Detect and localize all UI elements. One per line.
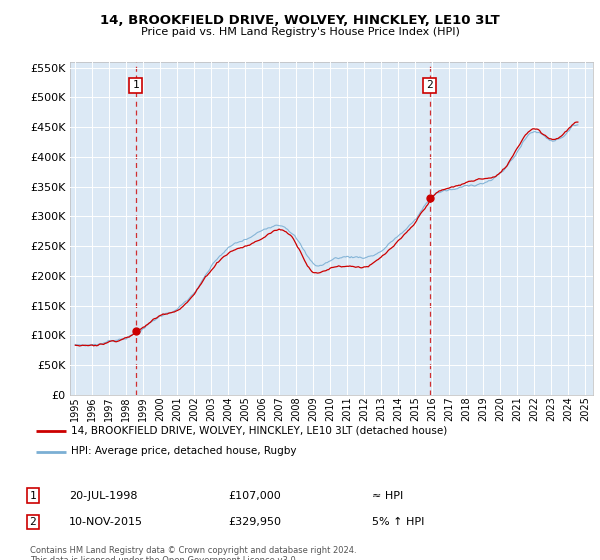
- Text: 1: 1: [132, 81, 139, 90]
- Text: 1: 1: [29, 491, 37, 501]
- Text: 2: 2: [29, 517, 37, 527]
- Text: HPI: Average price, detached house, Rugby: HPI: Average price, detached house, Rugb…: [71, 446, 297, 456]
- Text: 10-NOV-2015: 10-NOV-2015: [69, 517, 143, 527]
- Text: 20-JUL-1998: 20-JUL-1998: [69, 491, 137, 501]
- Text: 14, BROOKFIELD DRIVE, WOLVEY, HINCKLEY, LE10 3LT: 14, BROOKFIELD DRIVE, WOLVEY, HINCKLEY, …: [100, 14, 500, 27]
- Text: £329,950: £329,950: [228, 517, 281, 527]
- Text: ≈ HPI: ≈ HPI: [372, 491, 403, 501]
- Text: 5% ↑ HPI: 5% ↑ HPI: [372, 517, 424, 527]
- Text: £107,000: £107,000: [228, 491, 281, 501]
- Text: 14, BROOKFIELD DRIVE, WOLVEY, HINCKLEY, LE10 3LT (detached house): 14, BROOKFIELD DRIVE, WOLVEY, HINCKLEY, …: [71, 426, 448, 436]
- Text: Contains HM Land Registry data © Crown copyright and database right 2024.
This d: Contains HM Land Registry data © Crown c…: [30, 546, 356, 560]
- Text: 2: 2: [426, 81, 433, 90]
- Text: Price paid vs. HM Land Registry's House Price Index (HPI): Price paid vs. HM Land Registry's House …: [140, 27, 460, 37]
